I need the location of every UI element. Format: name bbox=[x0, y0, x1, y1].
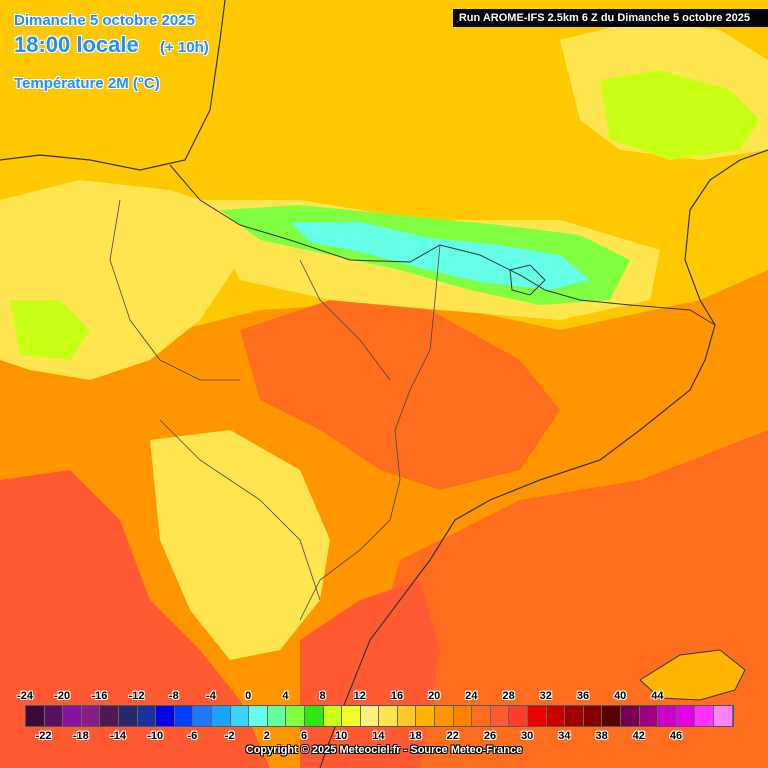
legend-tick-label: -14 bbox=[110, 730, 126, 742]
legend-color-cell bbox=[583, 706, 603, 726]
legend-tick-label: -10 bbox=[147, 730, 164, 742]
legend-color-cell bbox=[435, 706, 454, 726]
coastline-gulf-of-lion bbox=[319, 149, 768, 768]
legend-tick-label: 18 bbox=[409, 730, 422, 742]
hot-zone-southwest bbox=[0, 470, 270, 768]
variable-label: Température 2M (°C) bbox=[14, 75, 160, 92]
legend-tick-label: 14 bbox=[372, 730, 385, 742]
legend-tick-label: 42 bbox=[632, 730, 645, 742]
legend-tick-label: -22 bbox=[35, 730, 52, 742]
model-run-label: Run AROME-IFS 2.5km 6 Z du Dimanche 5 oc… bbox=[452, 9, 768, 27]
legend-color-cell bbox=[193, 706, 212, 726]
legend-tick-label: 32 bbox=[539, 690, 552, 702]
legend-color-cell bbox=[100, 706, 119, 726]
legend-tick-label: 16 bbox=[390, 690, 404, 702]
legend-color-cell bbox=[137, 706, 157, 726]
legend-color-cell bbox=[286, 706, 305, 726]
coastline-biscay bbox=[0, 0, 226, 171]
legend-color-cell bbox=[44, 706, 64, 726]
legend-tick-label: -12 bbox=[128, 690, 145, 702]
legend-color-cell bbox=[416, 706, 436, 726]
color-scale-legend: -24 -20 -16 -12 -8 -4 0 4 8 12 16 20 24 28 32 36 40 44 -2… bbox=[0, 686, 768, 768]
legend-tick-label: 34 bbox=[558, 730, 571, 742]
legend-bottom-labels: -22 -18 -14 -10 -6 -2 2 6 10 14 18 22 26 30 34 38 42 46 bbox=[0, 730, 768, 744]
legend-color-cell bbox=[453, 706, 473, 726]
legend-color-cell bbox=[211, 706, 231, 726]
legend-tick-label: 0 bbox=[245, 690, 252, 702]
legend-tick-label: -4 bbox=[206, 690, 216, 702]
border-andorra bbox=[509, 264, 546, 296]
legend-tick-label: 46 bbox=[669, 730, 683, 742]
legend-tick-label: 22 bbox=[446, 730, 459, 742]
legend-color-cell bbox=[397, 706, 417, 726]
legend-color-cell bbox=[360, 706, 380, 726]
legend-color-cell bbox=[230, 706, 250, 726]
legend-color-cell bbox=[81, 706, 101, 726]
legend-color-bar bbox=[25, 705, 734, 727]
cool-zone-iberian bbox=[150, 430, 330, 660]
legend-color-cell bbox=[658, 706, 677, 726]
legend-tick-label: 26 bbox=[483, 730, 497, 742]
legend-tick-label: 30 bbox=[521, 730, 534, 742]
legend-tick-label: -8 bbox=[168, 690, 179, 702]
legend-tick-label: 38 bbox=[595, 730, 608, 742]
legend-color-cell bbox=[602, 706, 621, 726]
legend-color-cell bbox=[26, 706, 45, 726]
legend-tick-label: 20 bbox=[428, 690, 441, 702]
legend-color-cell bbox=[490, 706, 510, 726]
legend-tick-label: 2 bbox=[263, 730, 270, 742]
legend-tick-label: 24 bbox=[465, 690, 478, 702]
legend-color-cell bbox=[639, 706, 659, 726]
legend-tick-label: -20 bbox=[54, 690, 71, 702]
legend-tick-label: -18 bbox=[72, 730, 89, 742]
legend-tick-label: 6 bbox=[300, 730, 308, 742]
border-pyrenees bbox=[169, 164, 716, 326]
legend-tick-label: 36 bbox=[576, 690, 590, 702]
legend-tick-label: 4 bbox=[282, 690, 289, 702]
legend-tick-label: 28 bbox=[502, 690, 515, 702]
hot-zone-ebro bbox=[240, 300, 560, 490]
legend-color-cell bbox=[713, 706, 733, 726]
border-regions bbox=[109, 199, 441, 621]
legend-color-cell bbox=[379, 706, 398, 726]
legend-tick-label: 10 bbox=[335, 730, 348, 742]
legend-tick-label: 12 bbox=[353, 690, 366, 702]
cold-zone-west-hills bbox=[10, 300, 90, 360]
forecast-offset: (+ 10h) bbox=[160, 39, 209, 56]
legend-tick-label: -16 bbox=[91, 690, 108, 702]
legend-color-cell bbox=[342, 706, 361, 726]
legend-tick-label: -6 bbox=[187, 730, 198, 742]
legend-tick-label: 40 bbox=[614, 690, 627, 702]
legend-color-cell bbox=[267, 706, 287, 726]
legend-color-cell bbox=[509, 706, 529, 726]
legend-color-cell bbox=[174, 706, 194, 726]
legend-tick-label: 44 bbox=[651, 690, 664, 702]
legend-color-cell bbox=[472, 706, 491, 726]
balearic-island bbox=[639, 649, 746, 701]
legend-tick-label: -2 bbox=[224, 730, 235, 742]
legend-color-cell bbox=[118, 706, 138, 726]
legend-color-cell bbox=[323, 706, 343, 726]
legend-tick-label: 8 bbox=[319, 690, 326, 702]
legend-color-cell bbox=[695, 706, 714, 726]
legend-top-labels: -24 -20 -16 -12 -8 -4 0 4 8 12 16 20 24 28 32 36 40 44 bbox=[0, 690, 768, 704]
legend-color-cell bbox=[546, 706, 566, 726]
legend-color-cell bbox=[63, 706, 82, 726]
legend-color-cell bbox=[249, 706, 268, 726]
legend-color-cell bbox=[156, 706, 175, 726]
legend-color-cell bbox=[676, 706, 696, 726]
copyright-notice: Copyright © 2025 Meteociel.fr - Source M… bbox=[245, 744, 523, 756]
legend-color-cell bbox=[565, 706, 584, 726]
legend-tick-label: -24 bbox=[17, 690, 33, 702]
cold-zone-northeast bbox=[600, 70, 760, 160]
legend-color-cell bbox=[621, 706, 640, 726]
forecast-date: Dimanche 5 octobre 2025 bbox=[14, 12, 195, 29]
legend-color-cell bbox=[528, 706, 547, 726]
legend-color-cell bbox=[304, 706, 324, 726]
forecast-time: 18:00 locale bbox=[14, 32, 139, 57]
